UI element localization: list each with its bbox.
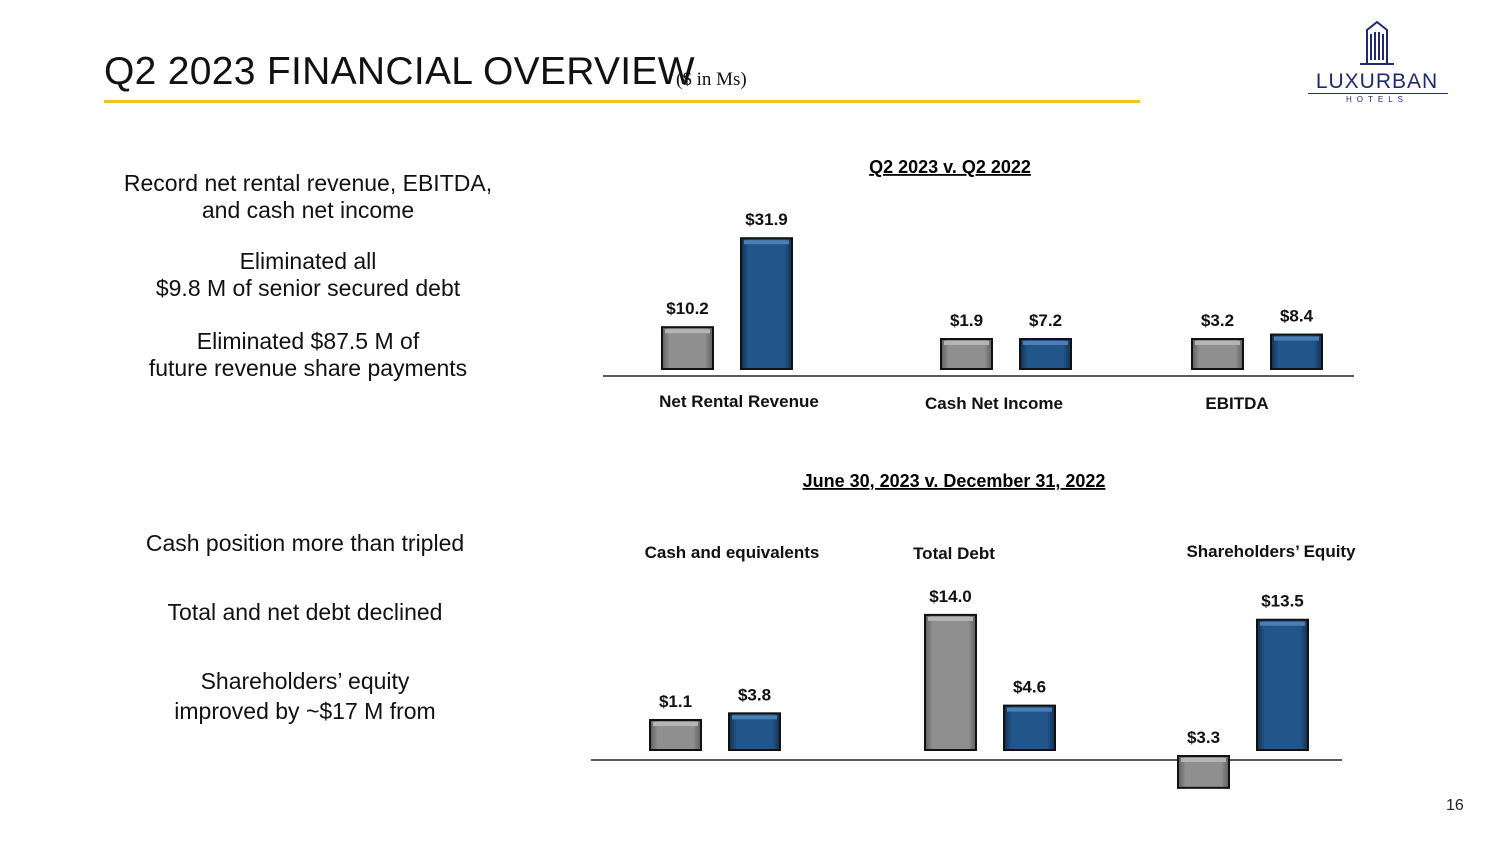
- current-period-bar: [1256, 618, 1309, 751]
- bar-bevel: [1274, 336, 1319, 341]
- bullet-equity-improved: Shareholders’ equity improved by ~$17 M …: [85, 666, 525, 726]
- chart-title: Q2 2023 v. Q2 2022: [869, 157, 1031, 177]
- bar-bevel: [1023, 341, 1068, 345]
- building-icon: [1360, 20, 1394, 65]
- chart-title: June 30, 2023 v. December 31, 2022: [803, 471, 1106, 491]
- chart-q2-comparison: Q2 2023 v. Q2 2022 $10.2 $1.9 $3.2 $31.9 $7.…: [603, 157, 1354, 413]
- page-number: 16: [1446, 797, 1464, 814]
- bar-bevel: [1260, 621, 1305, 626]
- bullet-cash-tripled: Cash position more than tripled: [85, 530, 525, 557]
- bullet-debt-declined: Total and net debt declined: [85, 599, 525, 626]
- data-label: $1.1: [659, 692, 692, 711]
- logo-divider: [1308, 93, 1448, 94]
- bar-bevel: [1007, 707, 1052, 712]
- current-period-bar: [1003, 704, 1056, 751]
- bullet-line: and cash net income: [201, 197, 415, 223]
- data-label: $1.9: [950, 311, 983, 330]
- data-label: $10.2: [666, 299, 709, 318]
- category-label: Net Rental Revenue: [659, 392, 819, 411]
- bullet-revenue-share: Eliminated $87.5 M of future revenue sha…: [88, 328, 528, 382]
- bar-bevel: [653, 722, 698, 726]
- bullet-line: Cash position more than tripled: [145, 530, 465, 556]
- bullet-line: Eliminated all: [239, 248, 377, 274]
- data-label: $3.3: [1187, 728, 1220, 747]
- category-label: Shareholders’ Equity: [1186, 542, 1356, 561]
- company-logo: LUXURBAN HOTELS: [1300, 20, 1454, 106]
- bullet-line: Eliminated $87.5 M of: [196, 328, 420, 354]
- bullet-eliminated-debt: Eliminated all $9.8 M of senior secured …: [88, 248, 528, 302]
- chart-balance-comparison: June 30, 2023 v. December 31, 2022 $1.1 $…: [591, 471, 1356, 789]
- bullet-line: future revenue share payments: [148, 355, 468, 381]
- data-label: $8.4: [1280, 307, 1314, 326]
- data-label: $7.2: [1029, 311, 1062, 330]
- current-period-bar: [728, 712, 781, 752]
- data-label: $13.5: [1261, 592, 1304, 611]
- logo-wordmark: LUXURBAN: [1315, 70, 1439, 93]
- page-title: Q2 2023 FINANCIAL OVERVIEW: [104, 50, 695, 93]
- category-label: EBITDA: [1205, 394, 1268, 413]
- units-note: ($ in Ms): [676, 69, 747, 90]
- category-label: Total Debt: [913, 544, 995, 563]
- bar-bevel: [1195, 341, 1240, 345]
- bar-bevel: [665, 329, 710, 334]
- bar-bevel: [928, 616, 973, 621]
- prior-period-bar: [661, 326, 714, 370]
- current-period-bar: [740, 237, 793, 370]
- bullet-line: Shareholders’ equity: [200, 668, 410, 694]
- bullet-record-revenue: Record net rental revenue, EBITDA, and c…: [88, 170, 528, 224]
- data-label: $4.6: [1013, 678, 1046, 697]
- bar-bevel: [1181, 758, 1226, 762]
- category-label: Cash and equivalents: [645, 543, 820, 562]
- data-label: $3.2: [1201, 311, 1234, 330]
- title-underline: [104, 100, 1140, 103]
- data-label: $14.0: [929, 587, 972, 606]
- data-label: $31.9: [745, 210, 788, 229]
- logo-tagline: HOTELS: [1345, 95, 1408, 104]
- bar-bevel: [732, 715, 777, 720]
- bullet-line: improved by ~$17 M from: [174, 698, 436, 724]
- bullet-line: $9.8 M of senior secured debt: [155, 275, 461, 301]
- category-label: Cash Net Income: [925, 394, 1063, 413]
- bar-bevel: [944, 341, 989, 345]
- data-label: $3.8: [738, 685, 771, 704]
- prior-period-bar: [924, 613, 977, 752]
- bar-bevel: [744, 240, 789, 245]
- bullet-line: Total and net debt declined: [167, 599, 443, 625]
- bullet-line: Record net rental revenue, EBITDA,: [123, 170, 493, 196]
